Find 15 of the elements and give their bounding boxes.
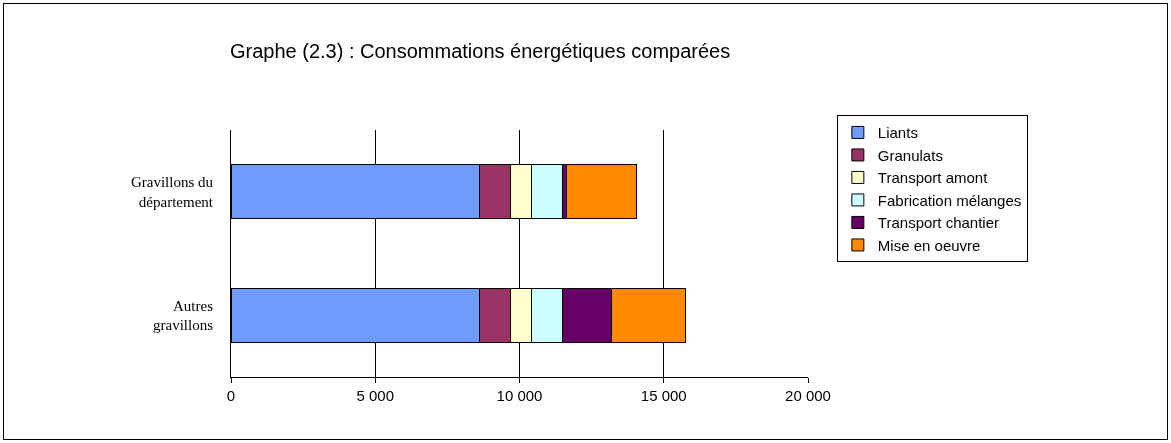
legend-label: Mise en oeuvre <box>877 236 981 254</box>
y-tick-label: Gravillons du département <box>130 174 214 210</box>
legend-label: Fabrication mélanges <box>877 191 1022 209</box>
legend-label: Granulats <box>877 146 943 164</box>
x-tick-label: 15 000 <box>640 387 687 404</box>
legend-label: Liants <box>877 124 918 142</box>
bar <box>566 164 638 220</box>
legend-label: Transport amont <box>877 169 989 187</box>
y-tick-label: Autres gravillons <box>153 297 214 334</box>
x-tick-label: 20 000 <box>785 387 831 404</box>
x-tick-label: 0 <box>226 387 236 404</box>
chart-title: Graphe (2.3) : Consommations énergétiques comparées <box>229 39 731 62</box>
x-tick-label: 10 000 <box>496 387 543 404</box>
x-tick-label: 5 000 <box>356 387 395 404</box>
legend-label: Transport chantier <box>877 214 1000 232</box>
